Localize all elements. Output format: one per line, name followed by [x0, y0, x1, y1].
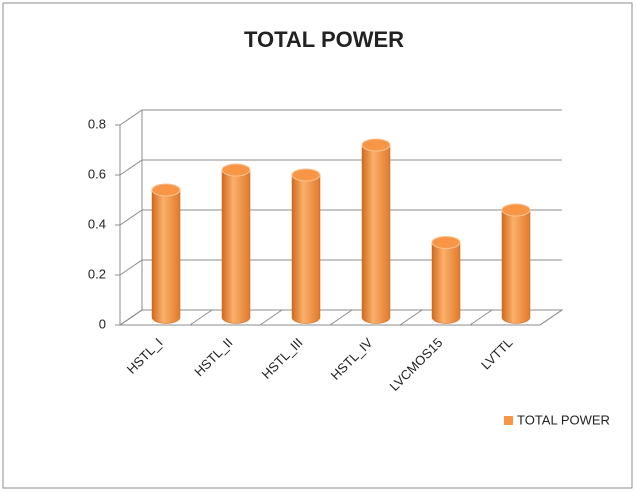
bar: [361, 144, 391, 324]
y-tick-label: 0.4: [88, 216, 106, 231]
bar-top: [431, 236, 461, 249]
bar-top: [361, 138, 391, 152]
floor-divider: [259, 309, 283, 326]
bar: [291, 174, 321, 324]
floor-divider: [539, 309, 563, 326]
bar-top: [291, 168, 321, 182]
bar: [151, 189, 181, 324]
cylinder: [361, 138, 391, 324]
y-tick-label: 0.2: [88, 266, 106, 281]
chart-title: TOTAL POWER: [244, 27, 404, 52]
floor-divider: [329, 309, 353, 326]
y-tick-label: 0.8: [88, 116, 106, 131]
cylinder: [291, 168, 321, 324]
grid-line: [119, 259, 562, 276]
bar-top: [151, 183, 181, 197]
grid-line: [119, 109, 562, 126]
floor-divider: [469, 309, 493, 326]
cylinder: [501, 203, 531, 324]
cylinder: [221, 163, 251, 324]
cylinder: [431, 236, 461, 324]
floor-divider: [399, 309, 423, 326]
bar: [221, 169, 251, 324]
bar: [501, 209, 531, 324]
bar-top: [501, 203, 531, 217]
cylinder: [151, 183, 181, 324]
legend-label: TOTAL POWER: [517, 412, 610, 427]
grid-line: [119, 209, 562, 226]
floor-divider: [119, 309, 143, 326]
y-tick-label: 0.6: [88, 166, 106, 181]
bar: [431, 242, 461, 324]
y-tick-label: 0: [99, 316, 106, 331]
bar-top: [221, 163, 251, 177]
legend-swatch: [504, 416, 513, 425]
floor-divider: [189, 309, 213, 326]
grid-line: [119, 159, 562, 176]
